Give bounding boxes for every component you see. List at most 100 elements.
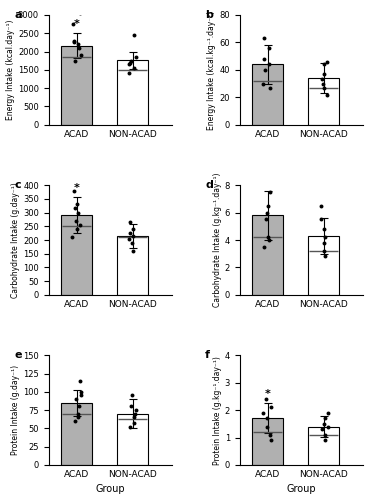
Point	[73, 56, 79, 64]
Point	[325, 409, 331, 417]
Bar	[308, 236, 339, 295]
Point	[70, 234, 76, 241]
Y-axis label: Energy Intake (kcal.kg⁻¹.day⁻¹): Energy Intake (kcal.kg⁻¹.day⁻¹)	[208, 10, 217, 130]
Point	[322, 252, 328, 260]
Point	[321, 84, 327, 92]
Point	[321, 247, 327, 255]
Bar	[61, 46, 92, 125]
Point	[132, 406, 138, 414]
Point	[260, 80, 266, 88]
Text: e: e	[14, 350, 22, 360]
Point	[76, 44, 82, 52]
Point	[72, 204, 78, 212]
Point	[318, 202, 324, 209]
Text: *: *	[74, 19, 80, 29]
Point	[264, 422, 270, 430]
Point	[70, 20, 76, 28]
Point	[322, 234, 328, 241]
Point	[126, 234, 132, 242]
Point	[128, 402, 134, 410]
Y-axis label: Carbohydrate Intake (g.day⁻¹): Carbohydrate Intake (g.day⁻¹)	[11, 182, 20, 298]
Bar	[117, 414, 148, 465]
Y-axis label: Protein Intake (g.day⁻¹): Protein Intake (g.day⁻¹)	[11, 365, 20, 455]
Y-axis label: Protein Intake (g.kg⁻¹.day⁻¹): Protein Intake (g.kg⁻¹.day⁻¹)	[213, 356, 222, 465]
Bar	[61, 403, 92, 465]
Point	[266, 236, 272, 244]
Point	[126, 69, 132, 77]
Point	[73, 217, 79, 225]
Point	[77, 221, 83, 229]
Point	[71, 36, 77, 44]
Bar	[308, 78, 339, 125]
Y-axis label: Carbohydrate Intake (g.kg⁻¹.day⁻¹): Carbohydrate Intake (g.kg⁻¹.day⁻¹)	[213, 173, 222, 307]
Point	[324, 90, 329, 98]
Point	[133, 53, 139, 61]
Point	[263, 216, 269, 224]
Point	[318, 216, 324, 224]
Point	[71, 178, 77, 186]
Point	[268, 436, 274, 444]
Point	[261, 55, 267, 63]
Point	[75, 410, 81, 418]
Point	[324, 58, 329, 66]
Point	[320, 80, 326, 88]
Point	[321, 420, 327, 428]
Point	[322, 436, 328, 444]
Point	[267, 188, 273, 196]
Point	[322, 431, 328, 439]
Point	[262, 66, 268, 74]
Point	[267, 84, 273, 92]
Point	[78, 388, 84, 396]
Point	[126, 229, 132, 237]
Point	[129, 392, 135, 400]
Point	[77, 377, 83, 385]
Bar	[252, 418, 283, 465]
X-axis label: Group: Group	[286, 484, 316, 494]
Point	[263, 395, 269, 403]
Point	[74, 200, 80, 208]
Point	[76, 402, 82, 410]
Point	[130, 247, 136, 255]
Text: d: d	[205, 180, 213, 190]
Text: c: c	[14, 180, 21, 190]
Point	[267, 431, 273, 439]
Point	[78, 51, 84, 59]
Text: *: *	[265, 389, 270, 399]
Point	[132, 410, 138, 418]
Bar	[308, 426, 339, 465]
Point	[130, 225, 136, 233]
Point	[260, 409, 266, 417]
Point	[319, 426, 325, 434]
Point	[131, 418, 137, 426]
Text: a: a	[14, 10, 22, 20]
Point	[77, 9, 83, 17]
Point	[71, 417, 77, 425]
Text: f: f	[205, 350, 210, 360]
Point	[129, 238, 135, 246]
Bar	[117, 60, 148, 125]
Point	[264, 414, 270, 422]
Point	[75, 208, 81, 216]
Point	[78, 392, 84, 400]
Point	[268, 404, 274, 411]
X-axis label: Group: Group	[95, 484, 125, 494]
Point	[71, 186, 77, 194]
Point	[325, 422, 331, 430]
Point	[74, 40, 80, 48]
Point	[75, 414, 81, 422]
Point	[321, 238, 327, 246]
Y-axis label: Energy Intake (kcal.day⁻¹): Energy Intake (kcal.day⁻¹)	[6, 20, 15, 120]
Point	[264, 208, 270, 216]
Point	[322, 414, 328, 422]
Point	[261, 243, 267, 251]
Point	[266, 60, 272, 68]
Point	[128, 423, 134, 431]
Point	[126, 60, 132, 68]
Text: b: b	[205, 10, 213, 20]
Point	[261, 34, 267, 42]
Point	[71, 38, 77, 46]
Point	[127, 58, 133, 66]
Point	[321, 225, 327, 233]
Point	[265, 234, 271, 241]
Bar	[117, 236, 148, 295]
